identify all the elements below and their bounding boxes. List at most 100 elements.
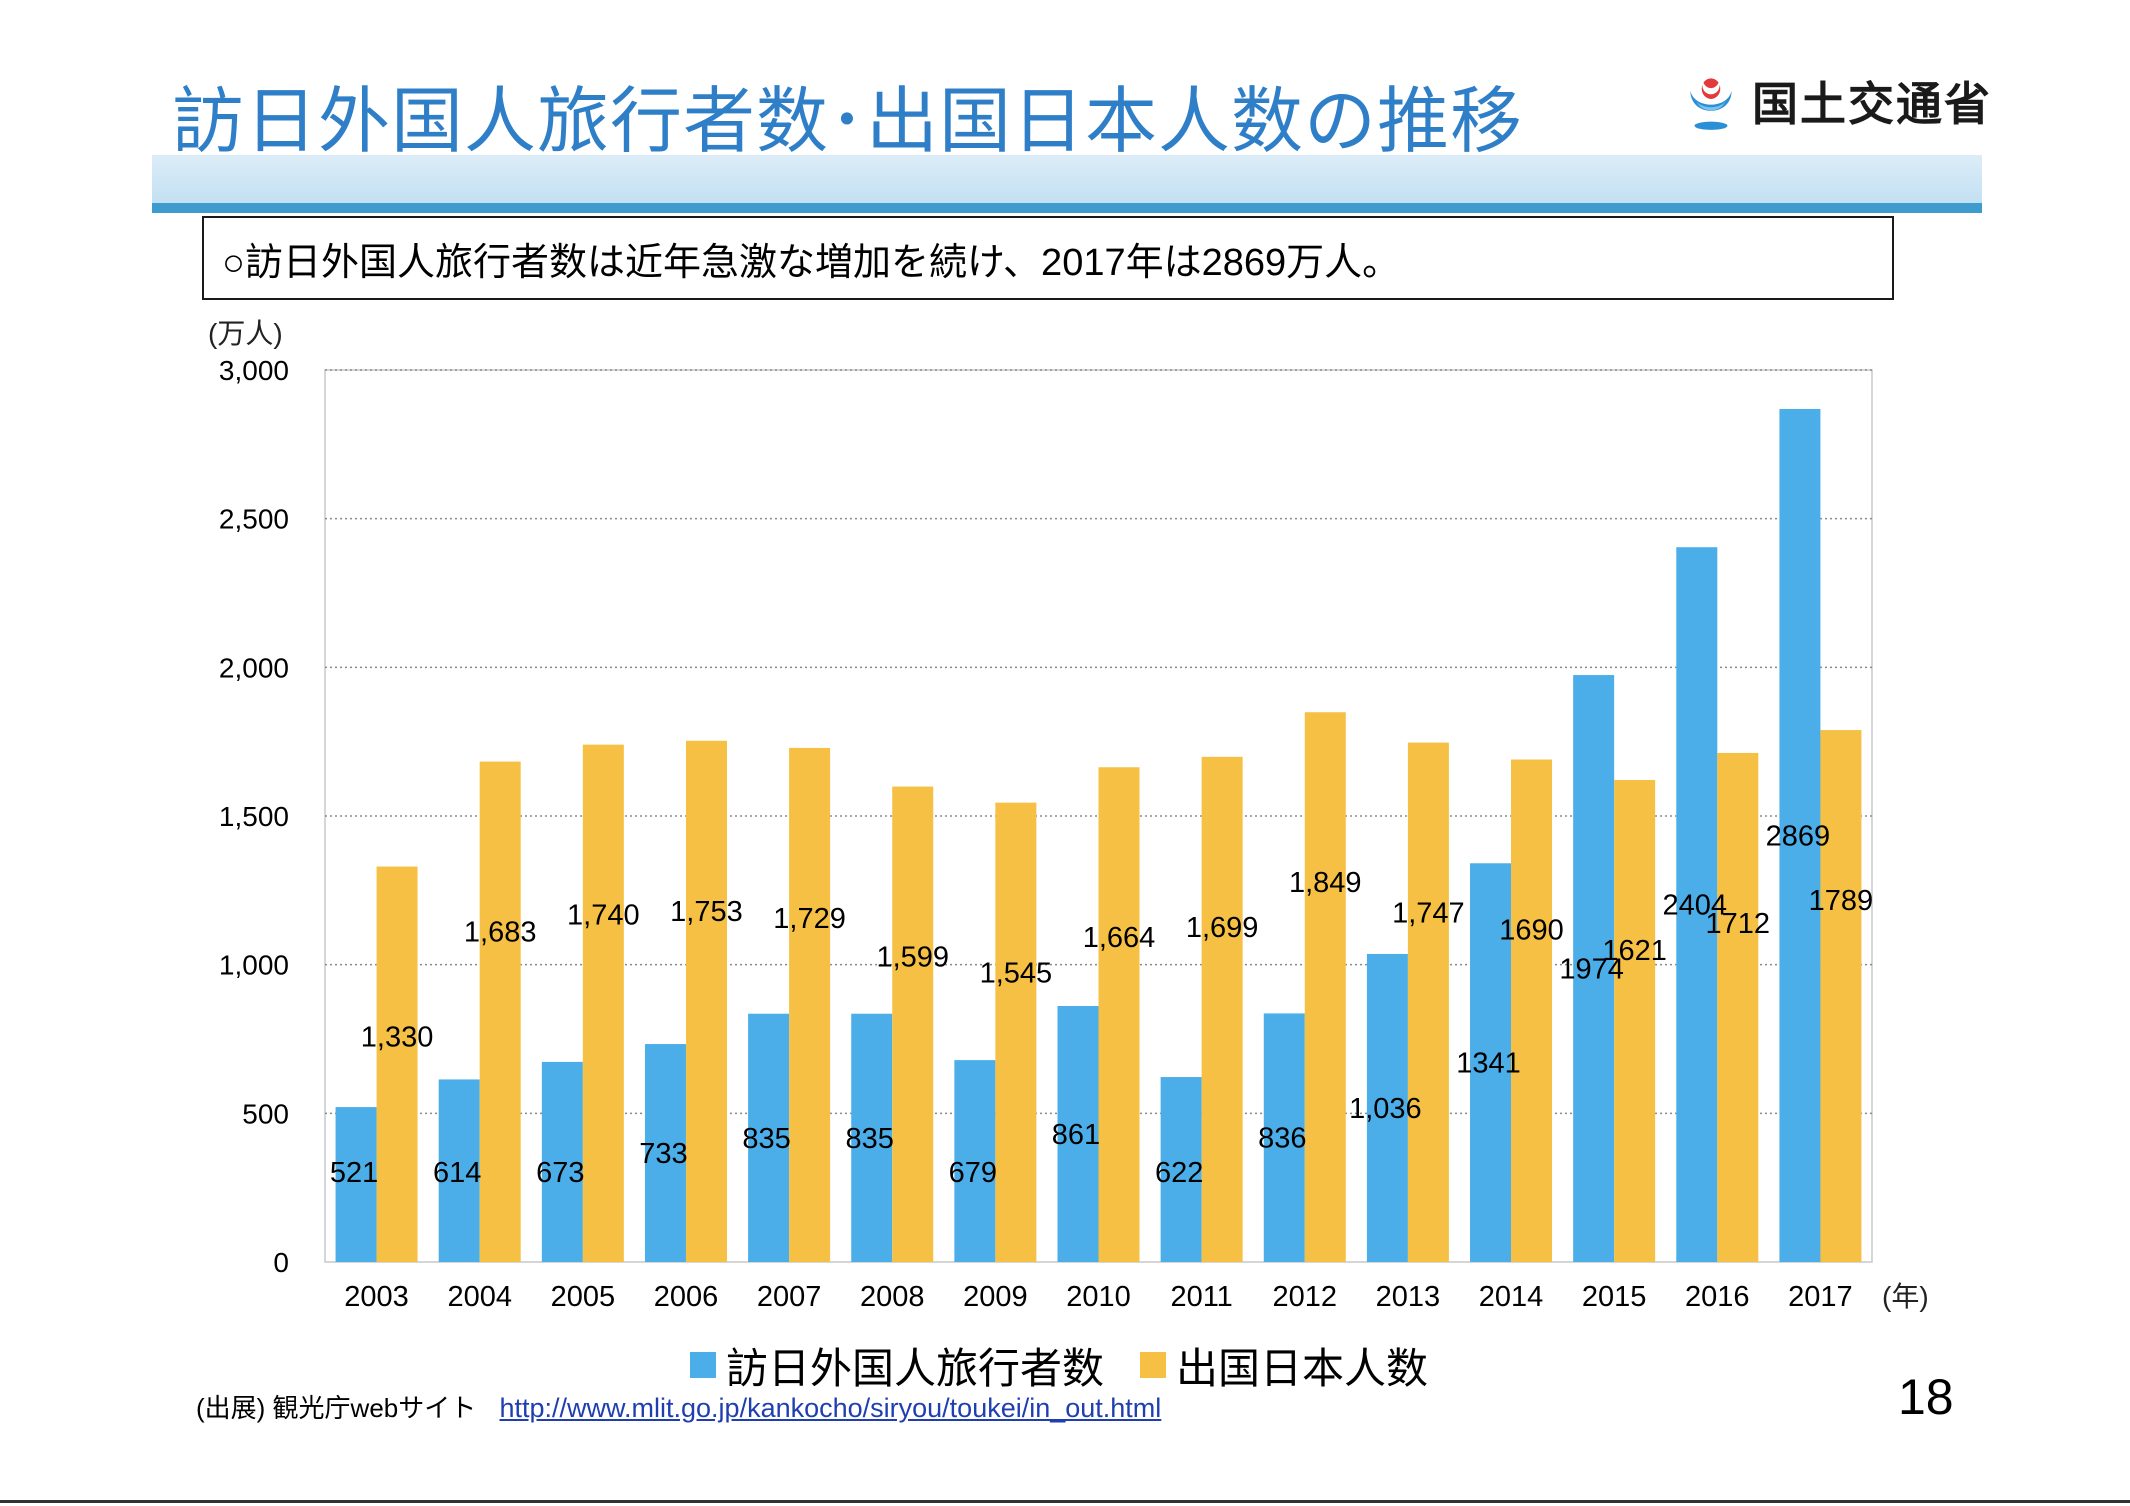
bar-departures xyxy=(892,786,934,1262)
legend-swatch-departures xyxy=(1140,1352,1167,1378)
bar-departures xyxy=(1614,780,1656,1262)
x-tick-label: 2013 xyxy=(1376,1281,1441,1313)
bar-visitors xyxy=(644,1044,686,1262)
bar-visitors xyxy=(541,1061,583,1262)
bar-departures xyxy=(582,744,624,1262)
data-label-departures: 1,740 xyxy=(567,900,640,932)
bar-departures xyxy=(685,740,727,1262)
logo-text: 国土交通省 xyxy=(1752,77,1992,131)
y-tick-label: 2,000 xyxy=(219,652,289,683)
data-label-visitors: 1,036 xyxy=(1349,1093,1422,1125)
bar-visitors xyxy=(748,1013,790,1262)
source-link[interactable]: http://www.mlit.go.jp/kankocho/siryou/to… xyxy=(499,1393,1162,1423)
page-number: 18 xyxy=(1898,1369,1954,1425)
data-label-visitors: 2404 xyxy=(1663,890,1728,922)
ministry-logo: 国土交通省 xyxy=(1680,66,1992,136)
x-tick-label: 2010 xyxy=(1066,1281,1131,1313)
y-tick-label: 3,000 xyxy=(219,355,289,386)
bar-visitors xyxy=(1573,675,1615,1262)
data-label-visitors: 861 xyxy=(1052,1119,1100,1151)
bar-visitors xyxy=(335,1107,377,1262)
bar-departures xyxy=(1407,742,1449,1262)
legend-item-departures: 出国日本人数 xyxy=(1140,1335,1428,1396)
y-tick-label: 500 xyxy=(242,1098,289,1129)
x-tick-label: 2008 xyxy=(860,1281,925,1313)
bar-departures xyxy=(1511,759,1553,1262)
data-label-departures: 1,849 xyxy=(1289,867,1362,899)
data-label-visitors: 614 xyxy=(433,1157,481,1189)
x-tick-label: 2006 xyxy=(654,1281,719,1313)
legend-item-visitors: 訪日外国人旅行者数 xyxy=(690,1335,1104,1396)
bar-visitors xyxy=(1366,953,1408,1262)
legend-label-visitors: 訪日外国人旅行者数 xyxy=(726,1344,1105,1392)
data-label-visitors: 521 xyxy=(330,1157,378,1189)
bar-departures xyxy=(995,802,1037,1262)
bar-departures xyxy=(789,747,831,1262)
data-label-visitors: 836 xyxy=(1258,1123,1306,1155)
bar-departures xyxy=(479,761,521,1262)
x-tick-label: 2009 xyxy=(963,1281,1028,1313)
data-label-visitors: 673 xyxy=(536,1157,584,1189)
header-band-accent xyxy=(152,203,1982,213)
data-label-visitors: 1974 xyxy=(1559,954,1624,986)
x-tick-label: 2007 xyxy=(757,1281,822,1313)
data-label-visitors: 622 xyxy=(1155,1157,1203,1189)
data-label-visitors: 2869 xyxy=(1766,820,1831,852)
x-tick-label: 2015 xyxy=(1582,1281,1647,1313)
data-label-departures: 1,747 xyxy=(1392,898,1465,930)
legend-label-departures: 出国日本人数 xyxy=(1176,1344,1429,1392)
chart-legend: 訪日外国人旅行者数 出国日本人数 xyxy=(690,1335,1464,1395)
legend-swatch-visitors xyxy=(690,1352,716,1378)
bar-chart: 0 500 1,000 1,500 2,000 2,500 3,000 2003 2004 200… xyxy=(219,355,1929,1313)
data-label-departures: 1690 xyxy=(1499,915,1564,947)
bar-visitors xyxy=(1160,1077,1202,1262)
x-axis-unit: (年) xyxy=(1882,1281,1929,1312)
bar-visitors xyxy=(438,1079,480,1262)
data-label-visitors: 679 xyxy=(949,1157,997,1189)
data-label-visitors: 1341 xyxy=(1456,1048,1521,1080)
y-tick-label: 2,500 xyxy=(219,504,289,535)
source-label: (出展) 観光庁webサイト xyxy=(196,1393,477,1423)
data-label-departures: 1712 xyxy=(1706,908,1771,940)
footer-divider xyxy=(0,1500,2130,1503)
x-tick-label: 2014 xyxy=(1479,1281,1544,1313)
data-label-visitors: 835 xyxy=(742,1123,790,1155)
x-tick-label: 2017 xyxy=(1788,1281,1853,1313)
data-label-visitors: 733 xyxy=(639,1138,687,1170)
bar-departures xyxy=(1098,767,1140,1262)
bar-departures xyxy=(1201,756,1243,1262)
y-unit-label: (万人) xyxy=(208,318,283,349)
summary-box: ○訪日外国人旅行者数は近年急激な増加を続け、2017年は2869万人。 xyxy=(202,216,1894,300)
bar-visitors xyxy=(954,1060,996,1262)
source-note: (出展) 観光庁webサイト http://www.mlit.go.jp/kan… xyxy=(196,1388,1161,1425)
bar-departures xyxy=(376,866,418,1262)
x-tick-label: 2011 xyxy=(1170,1281,1232,1313)
y-tick-label: 0 xyxy=(273,1247,289,1278)
data-label-departures: 1,664 xyxy=(1083,922,1156,954)
bar-visitors xyxy=(1676,547,1718,1262)
data-label-departures: 1,330 xyxy=(361,1022,434,1054)
header-band xyxy=(152,155,1982,203)
mlit-logo-icon xyxy=(1690,78,1732,130)
y-tick-label: 1,000 xyxy=(219,950,289,981)
data-label-departures: 1789 xyxy=(1809,885,1874,917)
bar-departures xyxy=(1304,712,1346,1262)
x-tick-label: 2004 xyxy=(447,1281,512,1313)
x-tick-label: 2005 xyxy=(551,1281,616,1313)
data-label-departures: 1,683 xyxy=(464,917,537,949)
slide-title: 訪日外国人旅行者数･出国日本人数の推移 xyxy=(172,79,1524,163)
bar-visitors xyxy=(1263,1013,1305,1262)
bar-departures xyxy=(1820,730,1862,1262)
y-tick-label: 1,500 xyxy=(219,801,289,832)
bar-visitors xyxy=(1779,408,1821,1262)
bar-visitors xyxy=(1470,863,1512,1262)
x-tick-label: 2012 xyxy=(1273,1281,1338,1313)
bar-visitors xyxy=(851,1013,893,1262)
bar-visitors xyxy=(1057,1005,1099,1262)
bar-departures xyxy=(1717,752,1759,1262)
data-label-visitors: 835 xyxy=(846,1123,894,1155)
x-tick-label: 2016 xyxy=(1685,1281,1750,1313)
data-label-departures: 1,599 xyxy=(876,942,949,974)
data-label-departures: 1,699 xyxy=(1186,912,1259,944)
x-tick-label: 2003 xyxy=(344,1281,409,1313)
